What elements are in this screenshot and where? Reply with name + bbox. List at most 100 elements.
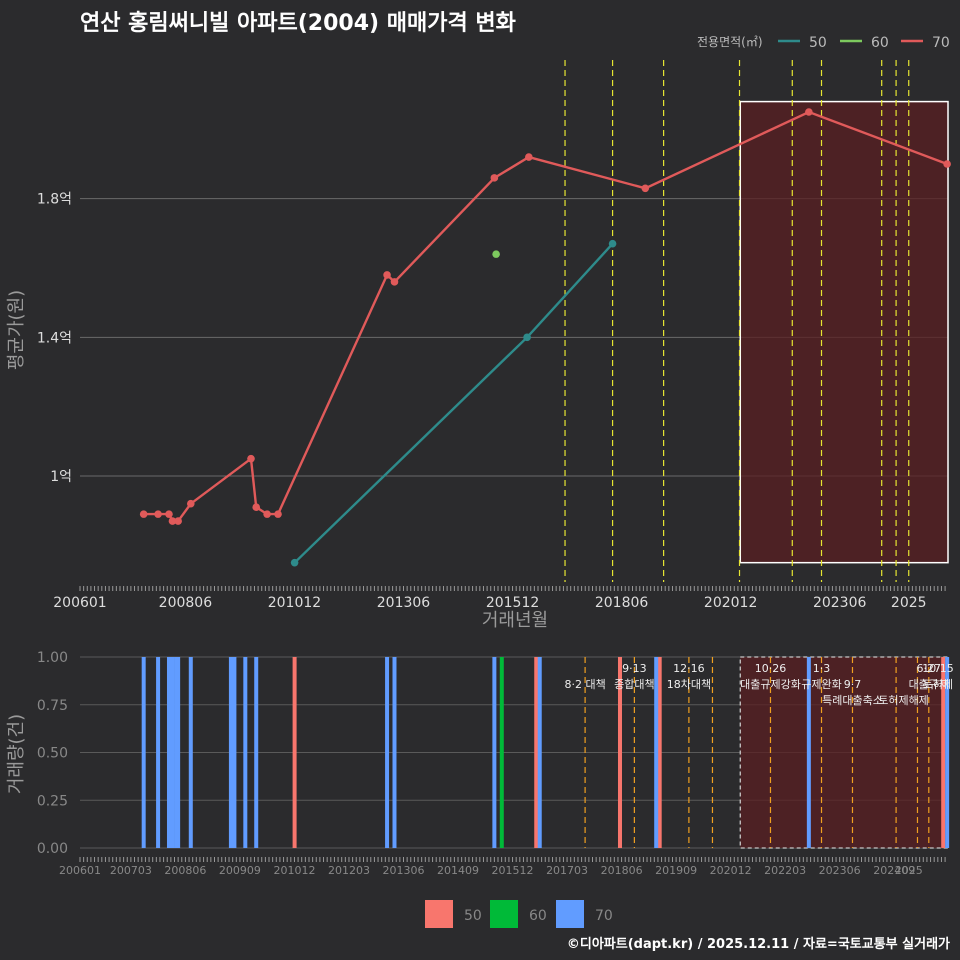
volume-bar-70 [228,657,233,848]
bottom-x-tick-label: 201012 [273,864,315,877]
top-highlight-region [739,100,949,564]
policy-label: 8·2 대책 [564,678,605,691]
data-point-70 [383,271,391,279]
data-point-50 [608,239,617,248]
volume-bar-50 [534,657,539,848]
bottom-x-tick-label: 200703 [110,864,152,877]
data-point-70 [139,510,148,518]
volume-bar-70 [232,657,237,848]
volume-bar-70 [654,657,659,848]
policy-label: 대출규제 [909,678,949,691]
bottom-x-tick-label: 202012 [710,864,752,877]
top-series [139,108,951,567]
policy-label: 토허제 [923,678,953,691]
top-y-tick-label: 1.4억 [37,330,72,346]
top-y-axis-title: 평균가(원) [6,290,27,370]
bottom-policy-labels: 8·2 대책 9·13 종합대책 12·16 18차대책 10·26 대출규제강화 1·3 규제… [564,662,953,707]
volume-bar-70 [176,657,181,848]
volume-bar-70 [243,657,248,848]
bottom-y-tick-label: 1.00 [37,650,68,666]
bottom-legend: 50 60 70 [425,900,613,928]
policy-label: 규제완화 [801,678,841,691]
policy-label: 10·26 [755,662,787,675]
bottom-x-tick-label: 200909 [219,864,261,877]
data-point-70 [490,174,499,182]
bottom-x-tick-label: 2025 [895,864,923,877]
volume-bar-70 [806,657,811,848]
top-x-axis: 200601 200806 201012 201306 201512 201806 2020… [53,586,946,611]
data-point-70 [247,454,255,463]
volume-bar-70 [188,657,193,848]
bottom-x-tick-label: 201306 [383,864,425,877]
data-point-70 [525,153,533,161]
volume-bar-70 [492,657,497,848]
data-point-70 [186,499,195,508]
bottom-y-axis-title: 거래량(건) [6,714,27,794]
volume-bar-70 [170,657,175,848]
bottom-x-tick-label: 201703 [546,864,588,877]
volume-bar-50 [292,657,297,848]
bottom-highlight-box [739,656,949,849]
data-point-70 [154,510,162,518]
data-point-60 [492,250,500,258]
top-legend: 전용면적(㎡) 50 60 70 [697,35,950,51]
data-point-70 [274,510,282,518]
volume-bar-60 [499,657,504,848]
policy-label: 1·3 [813,662,831,675]
top-x-tick-label: 201306 [377,595,431,611]
highlight-box [739,100,949,564]
legend-label-60: 60 [871,35,889,51]
bottom-bars [141,657,950,848]
bottom-legend-label-70: 70 [595,908,613,924]
bottom-x-tick-label: 202203 [764,864,806,877]
volume-bar-70 [945,657,950,848]
data-point-70 [174,517,182,525]
policy-label: 대출규제강화 [740,678,801,691]
top-policy-lines [564,60,910,582]
top-y-tick-label: 1.8억 [37,192,72,208]
policy-label: 특례대출축소 [822,694,883,707]
policy-label: 종합대책 [614,678,654,691]
bottom-legend-label-60: 60 [529,908,547,924]
top-x-tick-label: 202306 [813,595,867,611]
data-point-70 [263,510,271,518]
policy-label: 12·16 [673,662,705,675]
top-x-tick-label: 201512 [486,595,539,611]
bottom-x-tick-label: 202409 [873,864,915,877]
volume-bar-70 [156,657,161,848]
bottom-x-tick-label: 200601 [59,864,101,877]
volume-bar-70 [141,657,146,848]
bottom-legend-swatch-70 [556,900,584,928]
data-point-70 [252,503,261,512]
volume-bar-70 [385,657,390,848]
bottom-y-tick-label: 0.75 [37,698,68,714]
bottom-x-tick-label: 200806 [164,864,206,877]
bottom-x-tick-label: 201909 [655,864,697,877]
bottom-x-tick-label: 202306 [819,864,861,877]
volume-bar-50 [657,657,662,848]
chart-title: 연산 홍림써니빌 아파트(2004) 매매가격 변화 [80,11,516,36]
volume-bar-70 [166,657,171,848]
data-point-50 [290,558,299,567]
policy-label: 9·7 [844,678,862,691]
bottom-highlight-region [739,656,949,849]
bottom-x-tick-label: 201512 [492,864,534,877]
legend-label-70: 70 [932,35,950,51]
data-point-70 [168,517,177,525]
bottom-x-tick-label: 201203 [328,864,370,877]
top-y-tick-label: 1억 [50,469,72,485]
volume-bar-50 [617,657,622,848]
bottom-legend-swatch-60 [490,900,518,928]
top-y-axis: 1억 1.4억 1.8억 [37,192,72,485]
top-x-tick-label: 200806 [159,595,213,611]
data-point-70 [943,160,951,168]
bottom-x-tick-label: 201806 [601,864,643,877]
bottom-y-axis: 0.00 0.25 0.50 0.75 1.00 [37,650,68,857]
top-x-tick-label: 200601 [53,595,106,611]
policy-label: 6·27 [917,662,942,675]
policy-label: 토허제해제 [878,693,929,707]
data-point-70 [165,510,173,518]
legend-title: 전용면적(㎡) [697,35,763,49]
volume-bar-70 [392,657,397,848]
volume-bar-70 [254,657,259,848]
